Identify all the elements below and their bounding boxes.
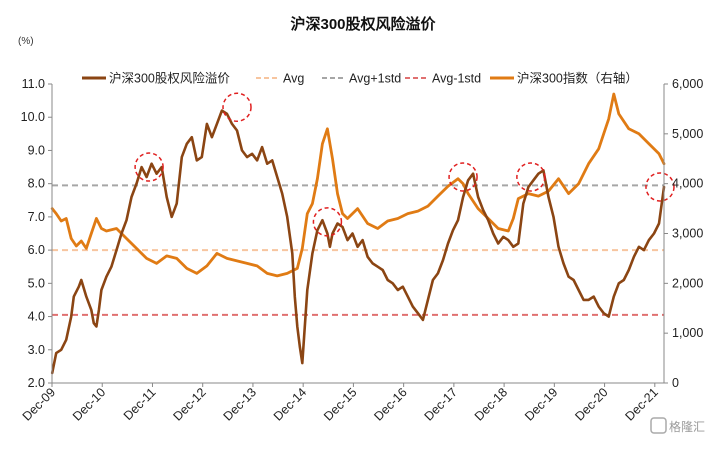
legend-label: Avg+1std	[349, 72, 401, 86]
y-right-tick-label: 0	[672, 376, 679, 390]
y-unit-label: (%)	[18, 36, 34, 47]
legend-label: Avg	[283, 72, 304, 86]
legend: 沪深300股权风险溢价 Avg Avg+1std Avg-1std 沪深300指数（右轴…	[82, 71, 638, 86]
y-left-tick-label: 8.0	[28, 177, 45, 191]
x-tick-label: Dec-11	[121, 385, 159, 423]
x-tick-label: Dec-16	[371, 385, 409, 423]
y-right-tick-label: 5,000	[672, 127, 703, 141]
x-tick-label: Dec-15	[321, 385, 359, 423]
legend-label: 沪深300指数（右轴）	[517, 71, 638, 86]
y-left-tick-label: 11.0	[22, 77, 45, 91]
y-right-tick-label: 4,000	[672, 177, 703, 191]
highlight-circle	[645, 172, 675, 202]
x-tick-label: Dec-13	[221, 385, 259, 423]
watermark: 格隆汇	[650, 417, 705, 434]
chart-title: 沪深300股权风险溢价	[290, 15, 436, 33]
y-right-tick-label: 3,000	[672, 227, 703, 241]
y-left-tick-label: 9.0	[28, 143, 45, 157]
y-left-tick-label: 3.0	[28, 343, 45, 357]
y-left-tick-label: 6.0	[28, 243, 45, 257]
highlight-circle	[516, 162, 546, 192]
x-tick-label: Dec-09	[20, 385, 58, 423]
x-tick-label: Dec-19	[522, 385, 560, 423]
x-tick-label: Dec-17	[422, 385, 460, 423]
index-series-line	[50, 92, 666, 278]
x-tick-label: Dec-20	[572, 385, 610, 423]
highlight-circle	[312, 207, 343, 237]
highlight-circle	[222, 92, 252, 123]
highlight-circles-layer	[134, 92, 675, 237]
legend-label: Avg-1std	[432, 72, 481, 86]
y-left-tick-label: 4.0	[28, 310, 45, 324]
watermark-logo-icon	[650, 417, 667, 434]
y-right-tick-label: 6,000	[672, 77, 703, 91]
legend-label: 沪深300股权风险溢价	[109, 71, 230, 86]
x-tick-label: Dec-14	[271, 385, 309, 423]
y-left-tick-label: 2.0	[28, 376, 45, 390]
highlight-circle	[134, 152, 164, 182]
y-left-tick-label: 5.0	[28, 276, 45, 290]
x-tick-label: Dec-18	[472, 385, 510, 423]
y-right-tick-label: 2,000	[672, 276, 703, 290]
y-left-tick-label: 7.0	[28, 210, 45, 224]
y-right-tick-label: 1,000	[672, 326, 703, 340]
erp-series-line	[50, 109, 666, 375]
x-tick-label: Dec-10	[70, 385, 108, 423]
highlight-circle	[448, 162, 478, 192]
erp-series-layer	[50, 109, 666, 375]
index-series-layer	[50, 92, 666, 278]
x-tick-label: Dec-12	[170, 385, 208, 423]
y-left-tick-label: 10.0	[21, 110, 45, 124]
reference-lines-layer	[52, 184, 664, 316]
watermark-text: 格隆汇	[669, 419, 705, 434]
